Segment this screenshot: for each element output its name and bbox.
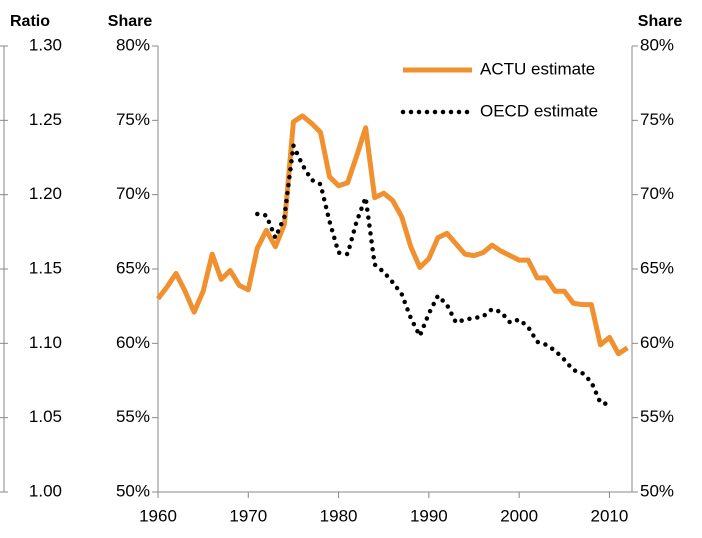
y-tick-label: 70%	[116, 184, 150, 203]
x-tick-label: 1970	[229, 506, 267, 525]
ratio-tick-label: 1.25	[29, 110, 62, 129]
y-tick-label: 80%	[116, 35, 150, 54]
ratio-tick-label: 1.30	[29, 35, 62, 54]
x-tick-label: 1990	[410, 506, 448, 525]
ratio-tick-label: 1.10	[29, 333, 62, 352]
y2-tick-label: 50%	[640, 481, 674, 500]
y2-tick-label: 60%	[640, 333, 674, 352]
y-tick-label: 50%	[116, 481, 150, 500]
x-tick-label: 2000	[500, 506, 538, 525]
y2-tick-label: 70%	[640, 184, 674, 203]
ratio-tick-label: 1.15	[29, 258, 62, 277]
ratio-tick-label: 1.20	[29, 184, 62, 203]
series-line	[255, 143, 612, 407]
series-line	[156, 113, 629, 357]
y2-tick-label: 80%	[640, 35, 674, 54]
x-tick-label: 1980	[320, 506, 358, 525]
x-tick-label: 1960	[139, 506, 177, 525]
y-tick-label: 75%	[116, 110, 150, 129]
legend-label: OECD estimate	[480, 101, 598, 120]
y-tick-label: 65%	[116, 258, 150, 277]
ratio-tick-label: 1.05	[29, 407, 62, 426]
ratio-tick-label: 1.00	[29, 481, 62, 500]
y2-tick-label: 55%	[640, 407, 674, 426]
ratio-axis-title: Ratio	[10, 13, 50, 30]
legend-label: ACTU estimate	[480, 59, 595, 78]
y2-tick-label: 75%	[640, 110, 674, 129]
y-tick-label: 55%	[116, 407, 150, 426]
y-tick-label: 60%	[116, 333, 150, 352]
y2-tick-label: 65%	[640, 258, 674, 277]
x-tick-label: 2010	[591, 506, 629, 525]
y2-axis-title: Share	[638, 13, 683, 30]
y-axis-title: Share	[108, 13, 153, 30]
